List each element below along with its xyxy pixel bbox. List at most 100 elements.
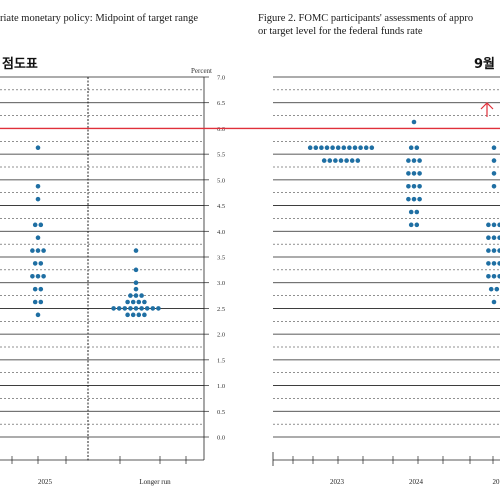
up-arrow-head-icon <box>480 102 494 110</box>
right-dot <box>491 248 497 253</box>
right-dot <box>406 196 411 202</box>
right-dot <box>414 209 420 215</box>
right-dot <box>417 183 422 189</box>
left-dot <box>35 248 41 253</box>
right-dot <box>417 196 422 202</box>
right-dot <box>491 261 497 266</box>
right-dot <box>324 145 330 151</box>
right-dot <box>411 158 417 163</box>
y-tick-label: 5.5 <box>217 152 225 159</box>
left-dot <box>35 145 41 151</box>
left-dot <box>156 306 161 311</box>
right-dot <box>408 222 414 228</box>
right-dot <box>341 145 347 151</box>
right-dot <box>355 158 361 163</box>
left-dot <box>35 273 41 279</box>
right-dot <box>330 145 335 151</box>
right-dot <box>414 222 420 228</box>
left-dot <box>32 222 38 228</box>
left-dot <box>41 273 46 279</box>
left-dot <box>144 306 150 311</box>
x-axis-labels: 2025 Longer run 2023 2024 20 <box>38 478 500 486</box>
left-dot <box>133 293 139 298</box>
right-dot <box>411 196 417 202</box>
left-dot <box>125 312 130 318</box>
left-dot <box>125 299 130 305</box>
left-dot <box>133 267 139 273</box>
right-dot <box>486 273 491 279</box>
y-tick-label: 3.0 <box>217 280 225 287</box>
left-dot <box>133 248 139 253</box>
left-dot <box>139 293 144 298</box>
right-chart-title-line2: or target level for the federal funds ra… <box>258 26 423 37</box>
right-dot <box>411 183 417 189</box>
y-tick-label: 0.0 <box>217 435 225 442</box>
highlight-overlay <box>0 102 500 130</box>
right-dot <box>369 145 375 151</box>
september-label: 9월 <box>474 57 496 72</box>
left-dot <box>30 273 35 279</box>
left-dot <box>35 183 41 189</box>
right-dot <box>338 158 344 163</box>
right-dots <box>307 119 500 305</box>
y-tick-label: 1.0 <box>217 383 225 390</box>
right-dot <box>327 158 333 163</box>
right-dot <box>335 145 341 151</box>
right-dot <box>486 248 491 253</box>
right-dot <box>494 286 500 292</box>
x-category-label: Longer run <box>139 478 171 486</box>
y-tick-label: 5.0 <box>217 177 225 184</box>
y-tick-label: 2.5 <box>217 306 225 313</box>
y-axis-unit-label: Percent <box>191 67 212 75</box>
right-dot <box>497 235 500 241</box>
right-dot <box>349 158 355 163</box>
left-dot <box>130 312 136 318</box>
right-dot <box>408 145 414 151</box>
right-dot <box>417 158 422 163</box>
dot-plot-label: 점도표 <box>2 57 38 72</box>
left-dot <box>150 306 156 311</box>
x-category-label: 20 <box>493 478 500 486</box>
right-dot <box>352 145 358 151</box>
right-dot <box>497 248 500 253</box>
left-dot <box>32 261 38 266</box>
right-dot <box>417 171 422 176</box>
left-dot <box>38 286 44 292</box>
left-dot <box>136 312 142 318</box>
left-y-axis: 0.0 0.5 1.0 1.5 2.0 2.5 3.0 3.5 4.0 4.5 5.0 5.5 6.0 6… <box>0 75 500 466</box>
left-chart-title: riate monetary policy: Midpoint of targe… <box>0 13 199 24</box>
y-tick-label: 4.5 <box>217 203 225 210</box>
left-dot <box>38 299 44 305</box>
right-dot <box>491 158 497 163</box>
right-dot <box>491 299 497 305</box>
right-dot <box>363 145 369 151</box>
left-dot <box>111 306 116 311</box>
right-dot <box>491 171 497 176</box>
left-dot <box>133 280 139 286</box>
right-dot <box>406 183 411 189</box>
right-dot <box>411 171 417 176</box>
y-tick-label: 4.0 <box>217 229 225 236</box>
left-dot <box>116 306 122 311</box>
left-dot <box>139 306 144 311</box>
left-dot <box>38 222 44 228</box>
right-dot <box>414 145 420 151</box>
left-dot <box>130 299 136 305</box>
right-chart-title-line1: Figure 2. FOMC participants' assessments… <box>258 13 474 24</box>
right-dot <box>307 145 313 151</box>
right-gridlines <box>273 76 500 438</box>
left-dot <box>128 306 133 311</box>
left-dot <box>133 306 139 311</box>
right-dot <box>488 286 494 292</box>
right-dot <box>486 222 491 228</box>
right-dot <box>497 261 500 266</box>
left-dot <box>142 299 147 305</box>
left-dot <box>30 248 35 253</box>
right-dot <box>497 273 500 279</box>
left-dot <box>133 286 139 292</box>
right-dot <box>358 145 363 151</box>
right-dot <box>491 222 497 228</box>
left-dot <box>35 312 41 318</box>
left-dot <box>128 293 133 298</box>
